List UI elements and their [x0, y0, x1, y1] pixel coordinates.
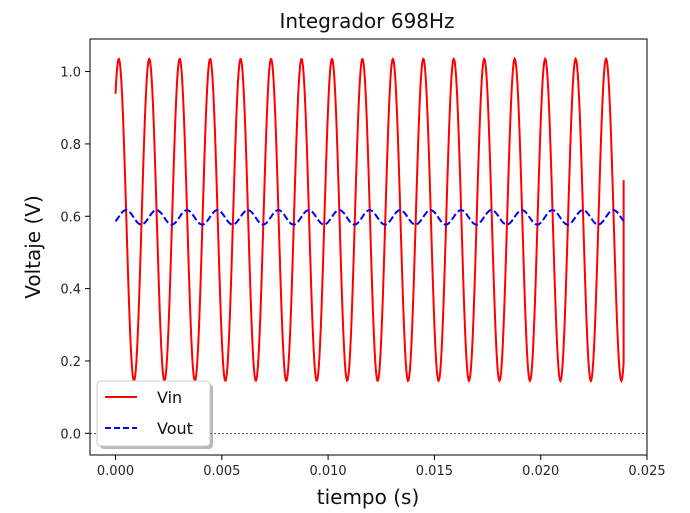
x-tick-label: 0.000 [97, 464, 134, 479]
x-tick-label: 0.010 [309, 464, 346, 479]
x-tick-label: 0.015 [416, 464, 453, 479]
y-tick-label: 0.8 [60, 138, 81, 153]
y-tick-label: 0.4 [60, 283, 81, 298]
legend-box [96, 380, 211, 447]
x-axis-title: tiempo (s) [317, 485, 420, 509]
legend: Vin Vout [96, 380, 213, 449]
x-tick-label: 0.020 [522, 464, 559, 479]
y-tick-label: 0.0 [60, 427, 81, 442]
y-tick-label: 0.2 [60, 355, 81, 370]
y-axis-title: Voltaje (V) [21, 195, 45, 299]
x-tick-label: 0.005 [203, 464, 240, 479]
x-axis-ticks: 0.000 0.005 0.010 0.015 0.020 0.025 [97, 455, 666, 479]
chart-title: Integrador 698Hz [279, 9, 454, 33]
y-tick-label: 1.0 [60, 66, 81, 81]
x-tick-label: 0.025 [628, 464, 665, 479]
series-line-vout [114, 209, 625, 226]
legend-vout-label: Vout [157, 419, 193, 438]
y-axis-ticks: 0.0 0.2 0.4 0.6 0.8 1.0 [60, 66, 90, 442]
series-line-vin [114, 56, 625, 384]
y-tick-label: 0.6 [60, 210, 81, 225]
series-layer [114, 56, 625, 384]
legend-vin-label: Vin [157, 388, 182, 407]
